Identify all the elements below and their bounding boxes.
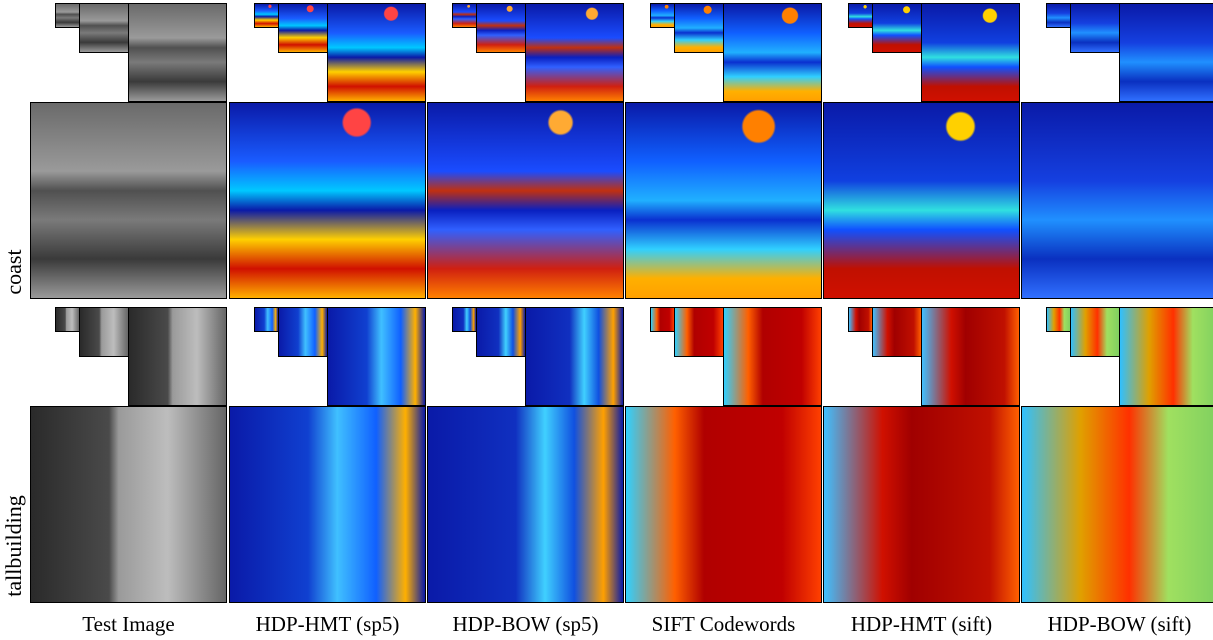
full-image <box>427 406 624 603</box>
pyramid-large <box>1119 3 1213 102</box>
pyramid-large <box>1119 307 1213 406</box>
pyramid-medium <box>872 307 922 357</box>
full-image <box>229 102 426 299</box>
pyramid-small <box>1046 3 1071 28</box>
pyramid-medium <box>278 307 328 357</box>
pyramid-large <box>128 307 227 406</box>
pyramid-large <box>525 3 624 102</box>
pyramid-small <box>254 3 279 28</box>
pyramid-medium <box>1070 3 1120 53</box>
full-image <box>625 102 822 299</box>
full-image <box>229 406 426 603</box>
pyramid-medium <box>79 307 129 357</box>
full-image <box>625 406 822 603</box>
pyramid-large <box>921 307 1020 406</box>
row-label: coast <box>1 249 27 294</box>
pyramid-large <box>921 3 1020 102</box>
pyramid-medium <box>79 3 129 53</box>
full-image <box>823 406 1020 603</box>
pyramid-large <box>723 3 822 102</box>
row-label: tallbuilding <box>1 495 27 596</box>
pyramid-small <box>1046 307 1071 332</box>
pyramid-large <box>327 307 426 406</box>
pyramid-small <box>254 307 279 332</box>
pyramid-small <box>452 3 477 28</box>
pyramid-medium <box>674 3 724 53</box>
pyramid-small <box>55 307 80 332</box>
figure: {"rows": [{"label": "coast"}, {"label": … <box>0 0 1213 640</box>
full-image <box>427 102 624 299</box>
pyramid-medium <box>476 307 526 357</box>
column-label: HDP-BOW (sift) <box>1020 612 1213 637</box>
pyramid-medium <box>674 307 724 357</box>
full-image <box>1021 406 1213 603</box>
pyramid-medium <box>1070 307 1120 357</box>
pyramid-small <box>55 3 80 28</box>
full-image <box>1021 102 1213 299</box>
column-label: HDP-BOW (sp5) <box>426 612 626 637</box>
pyramid-medium <box>872 3 922 53</box>
pyramid-small <box>848 307 873 332</box>
pyramid-large <box>128 3 227 102</box>
column-label: Test Image <box>29 612 229 637</box>
pyramid-small <box>848 3 873 28</box>
column-label: HDP-HMT (sp5) <box>228 612 428 637</box>
pyramid-large <box>327 3 426 102</box>
pyramid-small <box>650 307 675 332</box>
full-image <box>30 406 227 603</box>
column-label: SIFT Codewords <box>624 612 824 637</box>
full-image <box>823 102 1020 299</box>
pyramid-medium <box>476 3 526 53</box>
pyramid-small <box>650 3 675 28</box>
full-image <box>30 102 227 299</box>
pyramid-large <box>723 307 822 406</box>
pyramid-small <box>452 307 477 332</box>
pyramid-large <box>525 307 624 406</box>
pyramid-medium <box>278 3 328 53</box>
column-label: HDP-HMT (sift) <box>822 612 1022 637</box>
